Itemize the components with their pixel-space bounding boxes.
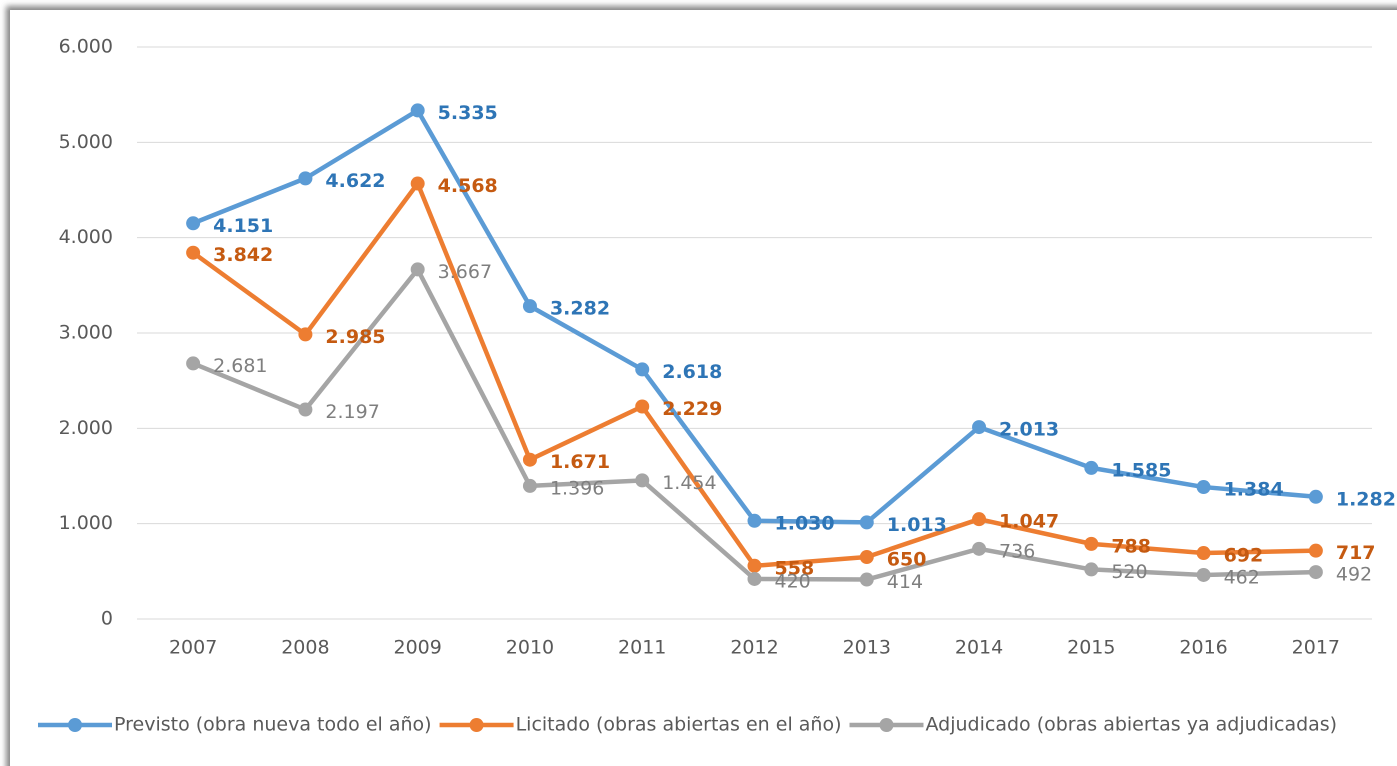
point (522, 478, 537, 493)
point (747, 513, 762, 528)
value-label: 492 (1336, 564, 1372, 586)
x-tick-label: 2011 (618, 637, 666, 659)
point (186, 216, 201, 231)
point (859, 550, 874, 565)
point (410, 176, 425, 191)
frame (10, 10, 1397, 766)
legend-label: Previsto (obra nueva todo el año) (114, 714, 432, 736)
value-label: 520 (1111, 561, 1147, 583)
value-label: 1.013 (887, 514, 947, 536)
point (635, 473, 650, 488)
legend-marker (879, 718, 894, 732)
value-label: 1.047 (999, 511, 1059, 533)
y-tick-label: 2.000 (59, 417, 113, 439)
value-label: 462 (1224, 566, 1260, 588)
y-tick-label: 3.000 (59, 322, 113, 344)
value-label: 4.568 (438, 175, 498, 197)
point (1196, 546, 1211, 561)
value-label: 2.013 (999, 419, 1059, 441)
value-label: 1.282 (1336, 488, 1396, 510)
point (635, 362, 650, 377)
point (1308, 543, 1323, 558)
value-label: 4.622 (325, 170, 385, 192)
point (298, 327, 313, 342)
value-label: 650 (887, 549, 927, 571)
x-tick-label: 2012 (730, 637, 778, 659)
value-label: 736 (999, 540, 1035, 562)
value-label: 1.671 (550, 451, 610, 473)
value-label: 2.197 (325, 401, 379, 423)
point (522, 452, 537, 467)
value-label: 2.618 (662, 361, 722, 383)
point (1084, 562, 1099, 577)
value-label: 1.030 (775, 512, 835, 534)
point (1308, 489, 1323, 504)
y-tick-label: 6.000 (59, 36, 113, 58)
value-label: 558 (775, 557, 815, 579)
value-label: 1.585 (1111, 459, 1171, 481)
point (410, 262, 425, 277)
x-tick-label: 2010 (506, 637, 554, 659)
value-label: 2.681 (213, 355, 267, 377)
point (186, 245, 201, 260)
value-label: 2.985 (325, 326, 385, 348)
value-label: 2.229 (662, 398, 722, 420)
point (859, 515, 874, 530)
value-label: 414 (887, 571, 923, 593)
point (635, 399, 650, 414)
value-label: 5.335 (438, 102, 498, 124)
y-tick-label: 0 (101, 608, 113, 630)
y-tick-label: 1.000 (59, 512, 113, 534)
y-tick-label: 5.000 (59, 131, 113, 153)
value-label: 3.282 (550, 298, 610, 320)
point (410, 103, 425, 118)
x-tick-label: 2013 (843, 637, 891, 659)
legend-label: Licitado (obras abiertas en el año) (516, 714, 842, 736)
x-tick-label: 2009 (394, 637, 442, 659)
point (1196, 480, 1211, 495)
value-label: 1.396 (550, 477, 604, 499)
point (859, 572, 874, 587)
point (522, 299, 537, 314)
x-tick-label: 2015 (1067, 637, 1115, 659)
x-tick-label: 2016 (1179, 637, 1227, 659)
y-tick-label: 4.000 (59, 226, 113, 248)
point (298, 171, 313, 186)
point (1196, 567, 1211, 582)
value-label: 788 (1111, 535, 1151, 557)
point (298, 402, 313, 417)
x-tick-label: 2008 (281, 637, 329, 659)
value-label: 717 (1336, 542, 1376, 564)
value-label: 3.842 (213, 244, 273, 266)
legend-marker (68, 718, 82, 732)
point (1308, 565, 1323, 580)
value-label: 692 (1224, 545, 1264, 567)
value-label: 1.454 (662, 472, 716, 494)
x-tick-label: 2017 (1292, 637, 1340, 659)
legend-marker (469, 718, 484, 732)
point (972, 420, 987, 435)
point (1084, 460, 1099, 475)
point (186, 356, 201, 371)
point (972, 512, 987, 527)
x-tick-label: 2007 (169, 637, 217, 659)
point (972, 541, 987, 556)
value-label: 420 (775, 570, 811, 592)
value-label: 1.384 (1224, 479, 1284, 501)
point (747, 571, 762, 586)
point (747, 558, 762, 573)
value-label: 3.667 (438, 261, 492, 283)
x-tick-label: 2014 (955, 637, 1003, 659)
point (1084, 536, 1099, 551)
value-label: 4.151 (213, 215, 273, 237)
legend-label: Adjudicado (obras abiertas ya adjudicada… (926, 714, 1338, 736)
